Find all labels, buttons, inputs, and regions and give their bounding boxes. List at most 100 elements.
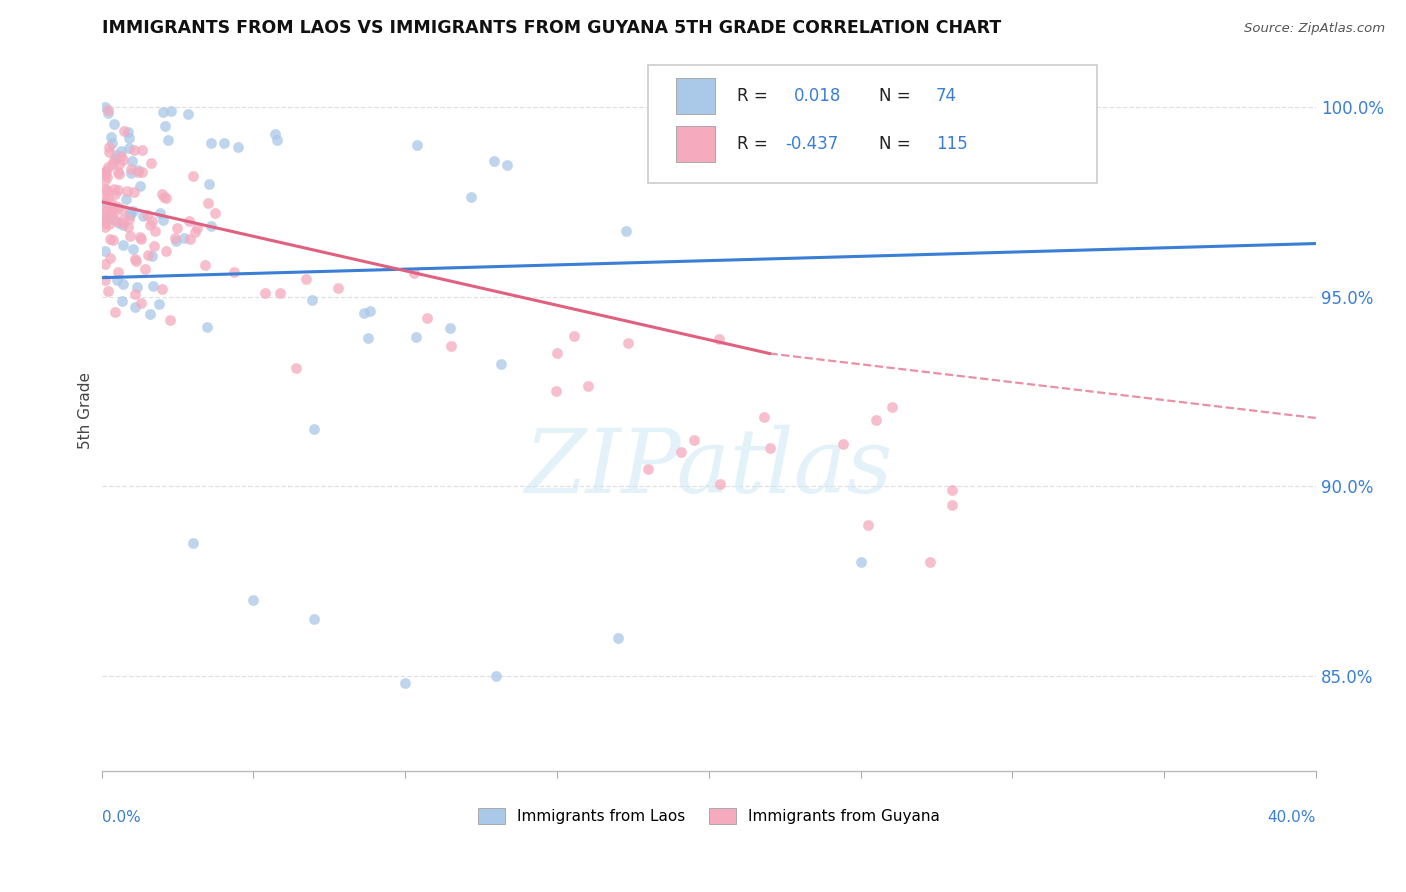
- Point: [544, 384, 567, 399]
- Point: [93, 212, 115, 227]
- Point: [107, 264, 129, 278]
- Point: [709, 476, 731, 491]
- Point: [242, 593, 264, 607]
- Point: [96, 160, 118, 174]
- Point: [128, 229, 150, 244]
- Point: [166, 220, 188, 235]
- Point: [112, 238, 135, 252]
- Point: [118, 228, 141, 243]
- Point: [103, 153, 125, 167]
- Text: N =: N =: [879, 87, 915, 104]
- Point: [406, 138, 429, 153]
- Point: [266, 133, 288, 147]
- Point: [177, 106, 200, 120]
- Point: [145, 224, 167, 238]
- Text: 74: 74: [936, 87, 957, 104]
- Point: [177, 213, 200, 227]
- Point: [356, 331, 378, 345]
- Point: [405, 330, 427, 344]
- Point: [159, 104, 181, 119]
- Point: [617, 336, 640, 351]
- Point: [637, 462, 659, 476]
- Point: [118, 141, 141, 155]
- Point: [253, 285, 276, 300]
- FancyBboxPatch shape: [676, 78, 714, 113]
- Text: R =: R =: [737, 87, 773, 104]
- Point: [98, 251, 121, 265]
- Point: [101, 136, 124, 151]
- Point: [496, 158, 519, 172]
- Point: [111, 202, 134, 217]
- Point: [93, 165, 115, 179]
- Text: 40.0%: 40.0%: [1268, 810, 1316, 825]
- Point: [832, 437, 855, 451]
- Point: [941, 483, 963, 498]
- Point: [359, 304, 381, 318]
- Point: [152, 105, 174, 120]
- Point: [94, 100, 117, 114]
- FancyBboxPatch shape: [676, 126, 714, 161]
- Point: [120, 206, 142, 220]
- Point: [131, 143, 153, 157]
- Text: -0.437: -0.437: [786, 135, 838, 153]
- Point: [94, 201, 117, 215]
- Point: [489, 357, 512, 371]
- Point: [96, 183, 118, 197]
- Point: [120, 166, 142, 180]
- Point: [136, 248, 159, 262]
- Point: [121, 153, 143, 168]
- Point: [93, 219, 115, 234]
- Point: [222, 265, 245, 279]
- Point: [117, 125, 139, 139]
- Point: [920, 555, 942, 569]
- Point: [93, 173, 115, 187]
- Point: [118, 212, 141, 227]
- Point: [485, 669, 508, 683]
- Point: [159, 312, 181, 326]
- Point: [212, 136, 235, 151]
- Point: [122, 185, 145, 199]
- Point: [111, 277, 134, 291]
- Point: [112, 123, 135, 137]
- Point: [131, 296, 153, 310]
- Point: [124, 287, 146, 301]
- Point: [758, 441, 780, 455]
- Point: [124, 252, 146, 266]
- Point: [141, 249, 163, 263]
- Text: R =: R =: [737, 135, 773, 153]
- Point: [104, 148, 127, 162]
- Text: 0.0%: 0.0%: [101, 810, 141, 825]
- Point: [98, 217, 121, 231]
- Point: [107, 216, 129, 230]
- Point: [100, 129, 122, 144]
- Legend: Immigrants from Laos, Immigrants from Guyana: Immigrants from Laos, Immigrants from Gu…: [478, 808, 941, 824]
- Point: [200, 219, 222, 233]
- Point: [105, 151, 128, 165]
- Point: [124, 143, 146, 157]
- Point: [98, 232, 121, 246]
- Point: [120, 162, 142, 177]
- Point: [562, 329, 585, 343]
- Point: [110, 145, 132, 159]
- Point: [117, 220, 139, 235]
- Point: [118, 209, 141, 223]
- Point: [107, 183, 129, 197]
- Point: [142, 279, 165, 293]
- Point: [136, 208, 159, 222]
- Point: [107, 165, 129, 179]
- Point: [184, 225, 207, 239]
- Point: [440, 339, 463, 353]
- Point: [404, 266, 426, 280]
- Point: [302, 612, 325, 626]
- Point: [103, 202, 125, 216]
- Point: [606, 631, 628, 645]
- Point: [103, 182, 125, 196]
- Point: [179, 232, 201, 246]
- Point: [118, 131, 141, 145]
- Point: [150, 187, 173, 202]
- Point: [93, 204, 115, 219]
- Point: [98, 139, 121, 153]
- Point: [97, 103, 120, 118]
- Point: [93, 272, 115, 286]
- Point: [153, 189, 176, 203]
